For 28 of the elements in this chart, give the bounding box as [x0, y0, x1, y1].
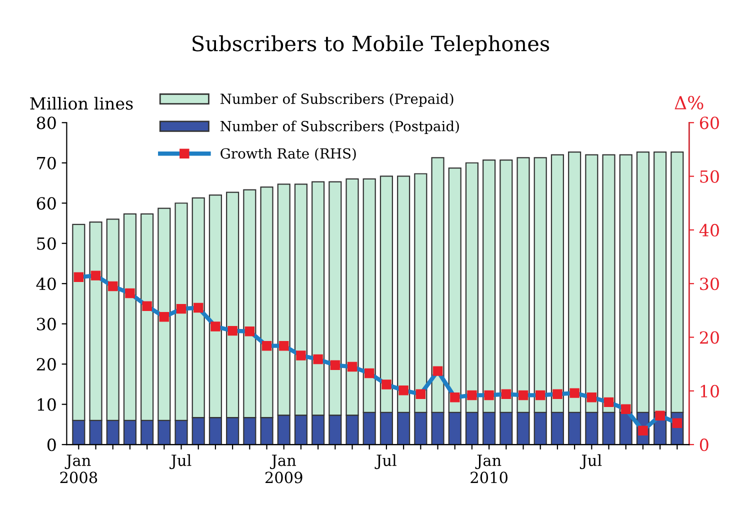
y-tick-label: 80: [36, 116, 56, 130]
y2-tick-label: 20: [700, 331, 719, 344]
y2-tick-label: 60: [700, 116, 719, 130]
y-tick-label: 20: [36, 358, 56, 371]
y-tick-label: 30: [37, 318, 56, 330]
y-tick-label: 50: [37, 237, 56, 250]
y-axis-title: Million lines: [30, 96, 133, 110]
x-tick-label: Jan 2009: [265, 454, 302, 484]
y-tick-label: 40: [36, 278, 56, 290]
y-tick-label: 60: [36, 197, 56, 210]
y2-axis-title: Δ%: [674, 96, 704, 110]
x-tick-label: Jul: [374, 454, 396, 470]
y-tick-label: 0: [47, 438, 56, 452]
y-tick-label: 10: [38, 398, 56, 411]
legend-label: Growth Rate (RHS): [220, 148, 356, 161]
y2-tick-label: 0: [700, 438, 708, 452]
y2-tick-label: 50: [700, 170, 719, 183]
y2-tick-label: 10: [700, 384, 719, 398]
legend-label: Number of Subscribers (Postpaid): [220, 120, 459, 134]
x-tick-label: Jan 2008: [60, 454, 98, 484]
y2-tick-label: 30: [700, 278, 719, 290]
legend-label: Number of Subscribers (Prepaid): [220, 93, 454, 107]
x-tick-label: Jan 2010: [470, 454, 508, 484]
x-tick-label: Jul: [580, 454, 602, 470]
y2-tick-label: 40: [699, 224, 719, 237]
chart-title: Subscribers to Mobile Telephones: [192, 35, 550, 56]
y-tick-label: 70: [37, 156, 56, 170]
x-tick-label: Jul: [170, 454, 192, 470]
